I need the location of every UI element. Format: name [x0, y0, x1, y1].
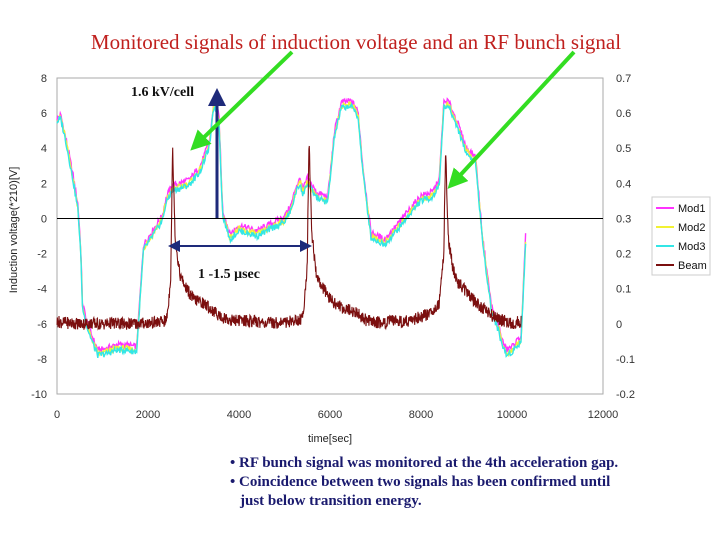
pulse-width-annotation: 1 -1.5 μsec — [198, 267, 260, 282]
y2-tick-label-3: 0.4 — [616, 178, 631, 190]
x-tick-label-6: 12000 — [588, 409, 619, 421]
legend-label-mod2: Mod2 — [678, 222, 706, 234]
notes: • RF bunch signal was monitored at the 4… — [230, 454, 710, 511]
y-tick-label-0: 8 — [41, 73, 47, 85]
voltage-annotation: 1.6 kV/cell — [131, 85, 194, 100]
note-line-3: just below transition energy. — [240, 493, 422, 509]
y-tick-label-1: 6 — [41, 108, 47, 120]
legend-label-mod3: Mod3 — [678, 241, 706, 253]
y-tick-label-2: 4 — [41, 143, 47, 155]
x-tick-label-2: 4000 — [227, 409, 251, 421]
chart-title: Monitored signals of induction voltage a… — [90, 30, 622, 54]
x-tick-label-5: 10000 — [497, 409, 528, 421]
y-tick-label-4: 0 — [41, 213, 47, 225]
y-tick-label-5: -2 — [37, 249, 47, 261]
note-line-1: • RF bunch signal was monitored at the 4… — [230, 455, 619, 471]
y-tick-label-3: 2 — [41, 178, 47, 190]
legend: Mod1 Mod2 Mod3 Beam — [651, 196, 711, 276]
axis-layer: 0 2000 4000 6000 8000 10000 12000 8 6 4 2 0 -2 -4 -6 -8… — [31, 73, 635, 421]
y2-tick-label-4: 0.3 — [616, 213, 631, 225]
legend-label-mod1: Mod1 — [678, 203, 706, 215]
y2-tick-label-0: 0.7 — [616, 73, 631, 85]
x-tick-label-0: 0 — [54, 409, 60, 421]
y2-tick-label-7: 0 — [616, 319, 622, 331]
series-line-beam — [56, 145, 522, 331]
series-line-mod3 — [56, 102, 527, 359]
y2-tick-label-6: 0.1 — [616, 284, 631, 296]
plot-area — [56, 77, 604, 395]
y-tick-label-7: -6 — [37, 319, 47, 331]
pointer-arrow-right — [447, 50, 576, 189]
pointer-arrow-left — [190, 50, 294, 151]
y-tick-label-8: -8 — [37, 354, 47, 366]
x-axis-title: time[sec] — [308, 433, 352, 445]
legend-label-beam: Beam — [678, 260, 707, 272]
y2-tick-label-8: -0.1 — [616, 354, 635, 366]
series-layer — [56, 97, 527, 359]
y-tick-label-9: -10 — [31, 389, 47, 401]
y2-tick-label-9: -0.2 — [616, 389, 635, 401]
x-tick-label-3: 6000 — [318, 409, 342, 421]
y2-tick-label-1: 0.6 — [616, 108, 631, 120]
series-line-mod1 — [56, 97, 527, 353]
x-tick-label-4: 8000 — [409, 409, 433, 421]
x-tick-label-1: 2000 — [136, 409, 160, 421]
legend-box — [651, 196, 711, 276]
note-line-2: • Coincidence between two signals has be… — [230, 474, 611, 490]
y2-tick-label-2: 0.5 — [616, 143, 631, 155]
y-axis-title: Induction voltage(*210)[V] — [8, 167, 20, 294]
y2-tick-label-5: 0.2 — [616, 249, 631, 261]
y-tick-label-6: -4 — [37, 284, 47, 296]
